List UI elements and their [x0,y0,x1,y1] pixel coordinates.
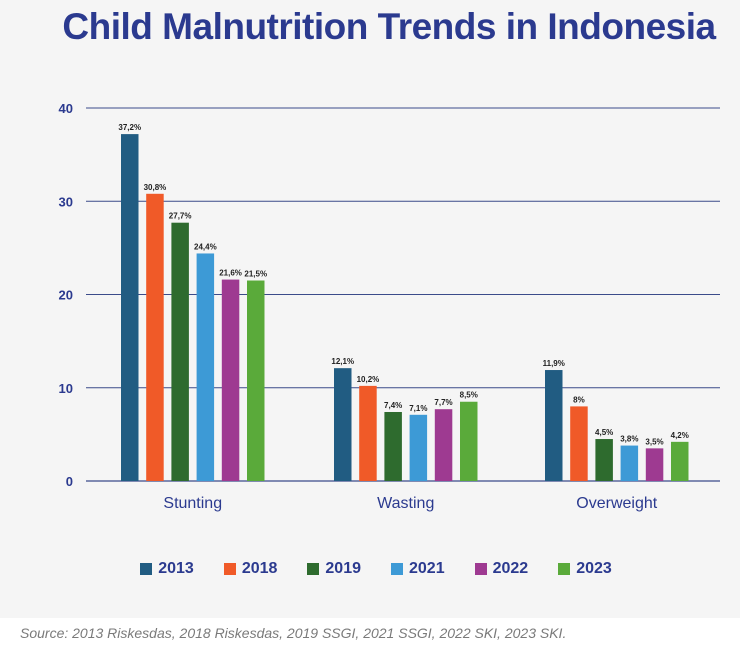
gridlines [86,107,720,482]
legend-swatch [307,563,320,575]
data-labels: 37,2% 30,8% 27,7% 24,4% 21,6% 21,5% 12,1%10,2%… [118,123,688,446]
data-label: 21,5% [244,270,267,279]
data-label: 37,2% [118,123,141,132]
data-label: 27,7% [169,212,192,221]
source-note: Source: 2013 Riskesdas, 2018 Riskesdas, … [20,625,567,641]
y-tick-label: 30 [59,194,73,209]
data-label: 10,2% [357,375,380,384]
legend-label: 2018 [241,560,278,577]
bar-wasting-2019 [384,411,402,481]
data-label: 8,5% [460,391,478,400]
bar-overweight-2022 [645,448,664,481]
legend-item-2013: 2013 [140,560,194,578]
data-label: 3,8% [620,435,638,444]
chart-title: Child Malnutrition Trends in Indonesia [62,6,716,47]
data-label: 30,8% [144,183,167,192]
bar-overweight-2021 [620,445,639,481]
data-label: 3,5% [645,437,663,446]
data-label: 11,9% [543,359,565,368]
bar-stunting-2013 [121,134,139,482]
data-label: 4,2% [671,431,689,440]
category-label: Overweight [576,495,657,512]
bar-stunting-2019 [171,222,189,481]
legend-label: 2022 [492,560,529,577]
legend-item-2018: 2018 [223,560,278,578]
data-label: 8% [573,395,585,404]
bar-overweight-2018 [570,406,588,481]
y-tick-label: 10 [59,381,73,396]
legend: 2013 2018 2019 2021 2022 2023 [0,560,752,578]
legend-item-2022: 2022 [474,560,529,578]
legend-item-2021: 2021 [391,560,445,578]
bar-wasting-2022 [434,409,453,481]
y-tick-label: 40 [59,101,73,116]
legend-swatch [223,563,236,575]
bar-stunting-2018 [146,193,164,482]
y-axis-ticks: 0 10 20 30 40 [59,101,73,489]
category-labels: Stunting Wasting Overweight [163,495,657,512]
legend-swatch [391,563,403,575]
bar-overweight-2019 [595,439,613,481]
bars [121,134,689,482]
data-label: 7,1% [409,404,427,413]
data-label: 21,6% [219,269,242,278]
legend-label: 2013 [158,560,194,577]
legend-label: 2023 [576,560,612,577]
bar-stunting-2023 [247,280,265,481]
data-label: 4,5% [595,428,613,437]
bar-stunting-2022 [221,279,240,481]
bar-stunting-2021 [196,253,215,481]
legend-swatch [558,563,571,575]
category-label: Wasting [377,495,434,512]
legend-swatch [140,563,153,575]
bar-wasting-2013 [334,368,352,481]
legend-label: 2019 [325,560,361,577]
y-tick-label: 0 [66,474,73,489]
category-label: Stunting [163,495,222,512]
bar-overweight-2013 [545,370,563,481]
bar-wasting-2021 [409,414,428,481]
bar-wasting-2018 [359,385,377,481]
legend-swatch [474,563,487,575]
legend-item-2023: 2023 [558,560,612,578]
y-tick-label: 20 [59,288,73,303]
legend-item-2019: 2019 [307,560,361,578]
data-label: 7,4% [384,401,402,410]
data-label: 12,1% [331,357,354,366]
bar-overweight-2023 [671,441,689,481]
bar-wasting-2023 [460,401,478,481]
data-label: 7,7% [434,398,452,407]
legend-label: 2021 [409,560,445,577]
data-label: 24,4% [194,242,217,251]
